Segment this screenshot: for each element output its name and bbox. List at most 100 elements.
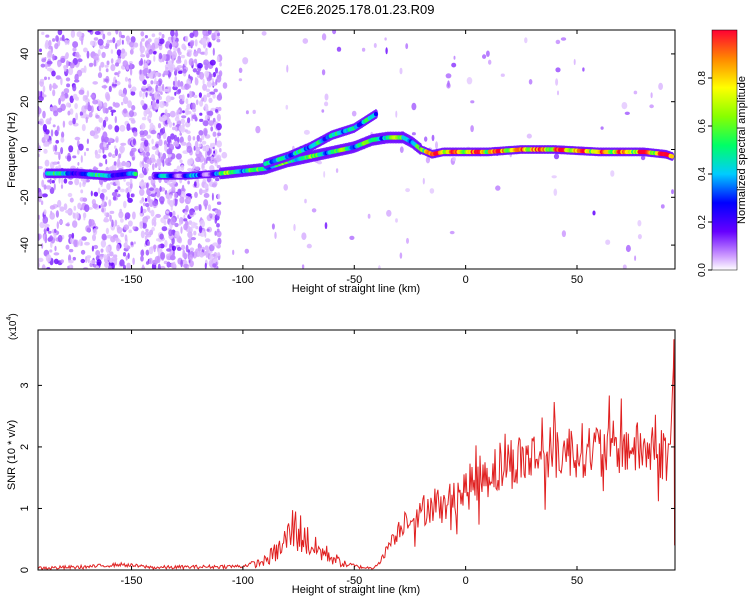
spectrogram-speckle-dot — [141, 85, 147, 89]
spectrogram-speckle-dot — [139, 213, 143, 217]
spectrogram-speckle-dot — [86, 90, 90, 98]
spectrogram-speckle-dot — [75, 51, 80, 58]
y-exponent-label: (x104) — [6, 313, 19, 340]
spectrogram-speckle-dot — [98, 103, 102, 111]
top-y-tick-label: -40 — [19, 237, 31, 253]
spectrogram-speckle-dot — [63, 203, 68, 211]
spectrogram-speckle-dot — [148, 118, 152, 124]
spectrogram-speckle-dot — [82, 197, 88, 202]
spectrogram-speckle-dot — [65, 60, 69, 69]
spectrogram-speckle-dot — [104, 116, 109, 122]
spectrogram-speckle-dot — [125, 255, 128, 261]
spectrogram-speckle-dot — [118, 70, 121, 75]
spectrogram-speckle-dot — [113, 161, 117, 166]
spectrogram-speckle-dot — [86, 50, 90, 59]
spectrogram-speckle-dot — [46, 60, 53, 65]
spectrogram-speckle-dot — [146, 158, 152, 165]
spectrogram-speckle-dot — [147, 240, 151, 247]
spectrogram-speckle-dot — [66, 83, 71, 88]
spectrogram-speckle-dot — [194, 77, 197, 82]
spectrogram-speckle-dot — [49, 106, 54, 111]
spectrogram-speckle-dot — [42, 94, 47, 98]
spectrogram-speckle-dot — [192, 68, 198, 73]
spectrogram-speckle-dot — [336, 46, 342, 52]
spectrogram-speckle-dot — [97, 49, 101, 57]
spectrogram-speckle-dot — [60, 147, 64, 155]
spectrogram-speckle-dot — [86, 138, 89, 145]
spectrogram-speckle-dot — [100, 239, 107, 248]
spectrogram-speckle-dot — [140, 99, 145, 106]
spectrogram-speckle-dot — [304, 198, 307, 204]
spectrogram-speckle-dot — [605, 239, 611, 245]
spectrogram-speckle-dot — [232, 249, 235, 255]
spectrogram-speckle-dot — [60, 178, 64, 185]
spectrogram-speckle-dot — [103, 141, 107, 149]
spectrogram-speckle-dot — [203, 157, 206, 166]
spectrogram-speckle-dot — [216, 209, 222, 217]
spectrogram-speckle-dot — [199, 100, 204, 107]
spectrogram-speckle-dot — [64, 53, 69, 60]
spectrogram-speckle-dot — [174, 222, 179, 228]
spectrogram-speckle-dot — [102, 33, 106, 40]
spectrogram-speckle-dot — [65, 209, 71, 214]
spectrogram-speckle-dot — [125, 187, 129, 194]
spectrogram-speckle-dot — [634, 255, 637, 261]
spectrogram-speckle-dot — [82, 95, 86, 102]
spectrogram-speckle-dot — [242, 57, 249, 65]
spectrogram-speckle-dot — [160, 265, 166, 269]
spectrogram-speckle-dot — [378, 265, 381, 269]
spectrogram-speckle-dot — [68, 120, 73, 126]
spectrogram-speckle-dot — [158, 32, 162, 36]
spectrogram-speckle-dot — [89, 130, 96, 137]
spectrogram-speckle-dot — [149, 122, 154, 131]
spectrogram-speckle-dot — [399, 252, 403, 259]
spectrogram-speckle-dot — [105, 68, 109, 73]
spectrogram-speckle-dot — [106, 253, 110, 261]
spectrogram-speckle-dot — [147, 86, 153, 91]
spectrogram-speckle-dot — [557, 90, 559, 96]
spectrogram-speckle-dot — [157, 86, 163, 92]
spectrogram-speckle-dot — [84, 241, 90, 246]
spectrogram-speckle-dot — [79, 111, 84, 116]
spectrogram-speckle-dot — [72, 220, 78, 228]
spectrogram-speckle-dot — [124, 76, 129, 82]
spectrogram-speckle-dot — [143, 167, 147, 176]
spectrogram-speckle-dot — [429, 188, 435, 194]
spectrogram-speckle-dot — [238, 67, 243, 74]
spectrogram-speckle-dot — [80, 189, 84, 194]
spectrogram-speckle-dot — [195, 156, 201, 163]
spectrogram-speckle-dot — [151, 146, 157, 150]
bottom-y-tick-label: 2 — [19, 444, 31, 450]
spectrogram-speckle-dot — [110, 64, 116, 72]
spectrogram-speckle-dot — [94, 126, 100, 134]
spectrogram-speckle-dot — [117, 158, 121, 167]
spectrogram-speckle-dot — [46, 227, 50, 232]
spectrogram-speckle-dot — [81, 37, 84, 46]
spectrogram-speckle-dot — [153, 216, 157, 222]
spectrogram-speckle-dot — [139, 90, 143, 98]
spectrogram-speckle-dot — [177, 79, 181, 88]
spectrogram-speckle-dot — [149, 229, 154, 236]
spectrogram-speckle-dot — [92, 99, 99, 105]
spectrogram-speckle-dot — [179, 196, 185, 204]
spectrogram-speckle-dot — [111, 219, 114, 228]
spectrogram-speckle-dot — [168, 229, 173, 237]
spectrogram-speckle-dot — [261, 31, 267, 36]
spectrogram-speckle-dot — [202, 120, 209, 127]
spectrogram-speckle-dot — [215, 67, 218, 74]
top-x-tick-label: 0 — [463, 274, 469, 286]
spectrogram-speckle-dot — [86, 147, 89, 152]
spectrogram-speckle-dot — [110, 58, 114, 64]
spectrogram-speckle-dot — [551, 175, 557, 179]
spectrogram-speckle-dot — [171, 56, 175, 64]
spectrogram-speckle-dot — [141, 266, 146, 269]
spectrogram-speckle-dot — [158, 52, 163, 60]
spectrogram-speckle-dot — [150, 130, 157, 135]
spectrogram-speckle-dot — [139, 45, 145, 54]
spectrogram-speckle-dot — [93, 134, 99, 139]
top-x-axis-label: Height of straight line (km) — [292, 283, 420, 295]
spectrogram-speckle-dot — [147, 38, 152, 43]
spectrogram-speckle-dot — [101, 207, 105, 213]
spectrogram-speckle-dot — [188, 254, 193, 261]
